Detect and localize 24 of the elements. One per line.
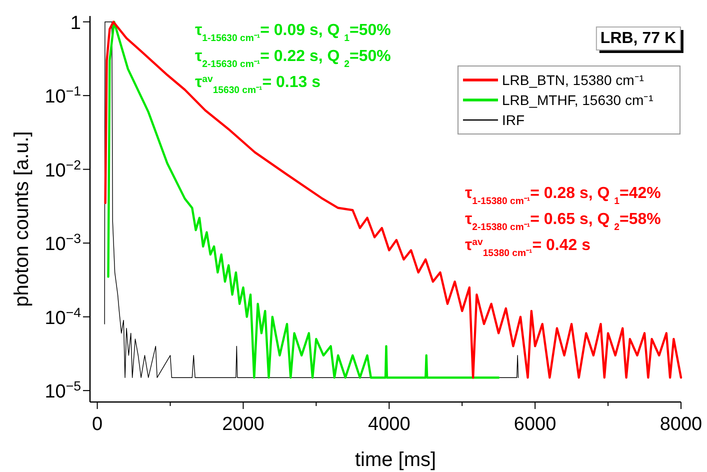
y-tick-label: 1: [70, 12, 81, 34]
x-tick-label: 4000: [368, 414, 410, 435]
annotation: τ$^{av}$$_{15380 cm⁻¹}$= 0.42 s: [465, 236, 591, 258]
x-axis-title: time [ms]: [354, 449, 436, 471]
annotation: τ$^{av}$$_{15630 cm⁻¹}$= 0.13 s: [195, 74, 321, 96]
annotation: τ$_{2-15380 cm⁻¹}$= 0.65 s, Q $_{2}$=58%: [465, 211, 661, 232]
x-tick-label: 0: [92, 414, 103, 435]
y-tick-label: 10$^{−2}$: [44, 156, 81, 182]
y-tick-label: 10$^{−5}$: [44, 378, 81, 403]
y-tick-label: 10$^{−3}$: [44, 230, 81, 256]
annotation: LRB, 77 K: [600, 30, 676, 47]
x-tick-label: 6000: [514, 414, 556, 435]
x-tick-label: 8000: [660, 414, 702, 435]
annotation: τ$_{1-15380 cm⁻¹}$= 0.28 s, Q $_{1}$=42%: [465, 185, 661, 206]
annotation: τ$_{2-15630 cm⁻¹}$= 0.22 s, Q $_{2}$=50%: [195, 48, 391, 70]
legend-label: LRB_BTN, 15380 cm⁻¹: [502, 72, 644, 88]
y-tick-label: 10$^{−1}$: [44, 83, 81, 108]
x-tick-label: 2000: [222, 414, 264, 435]
y-axis-title: photon counts [a.u.]: [11, 131, 33, 307]
legend-label: LRB_MTHF, 15630 cm⁻¹: [502, 92, 654, 108]
line-series: [104, 20, 682, 379]
legend-label: IRF: [502, 112, 525, 128]
annotation: τ$_{1-15630 cm⁻¹}$= 0.09 s, Q $_{1}$=50%: [195, 22, 391, 44]
y-tick-label: 10$^{−4}$: [44, 304, 81, 329]
